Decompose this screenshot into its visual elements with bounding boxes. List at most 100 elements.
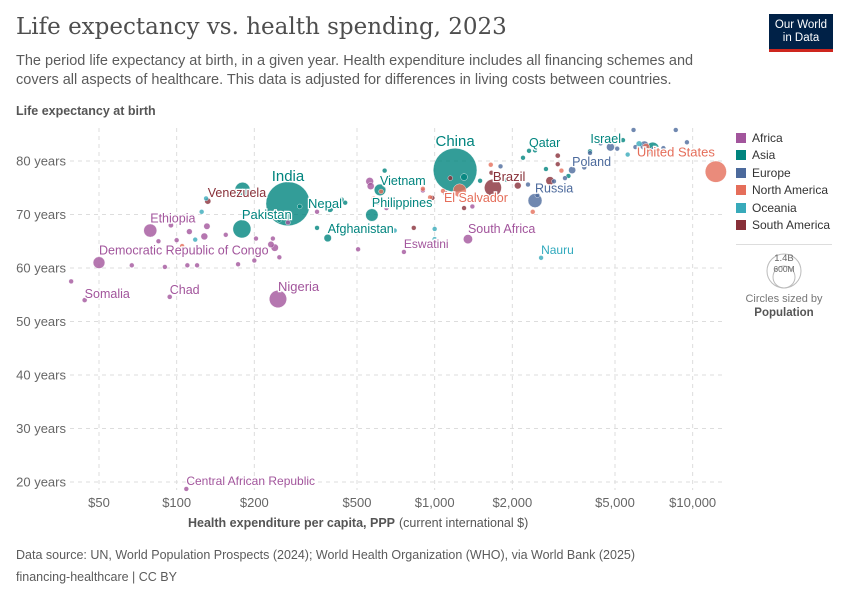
data-point[interactable]: [625, 151, 631, 158]
data-point[interactable]: [673, 127, 679, 133]
data-point[interactable]: [203, 195, 209, 202]
data-point[interactable]: [378, 188, 384, 195]
data-point[interactable]: [297, 203, 303, 210]
data-point[interactable]: [184, 262, 190, 268]
data-point[interactable]: [338, 196, 345, 203]
data-point[interactable]: [314, 225, 320, 231]
data-point[interactable]: [155, 238, 162, 244]
data-point[interactable]: [530, 209, 536, 215]
data-point[interactable]: [392, 179, 398, 186]
data-point[interactable]: [285, 219, 291, 226]
data-point[interactable]: [534, 192, 540, 198]
data-point[interactable]: [460, 173, 468, 181]
data-point[interactable]: [532, 147, 538, 153]
data-point[interactable]: [129, 262, 135, 268]
data-point[interactable]: [525, 181, 531, 188]
data-point[interactable]: [267, 241, 275, 248]
data-point[interactable]: [326, 205, 334, 213]
data-point[interactable]: [183, 486, 189, 492]
data-point[interactable]: [587, 150, 593, 156]
license[interactable]: financing-healthcare | CC BY: [16, 570, 177, 584]
data-point[interactable]: [684, 139, 690, 145]
data-point[interactable]: [488, 162, 494, 168]
data-point[interactable]: [514, 182, 522, 190]
data-point[interactable]: [200, 232, 208, 241]
data-point[interactable]: [234, 182, 251, 198]
legend-item[interactable]: South America: [736, 217, 830, 235]
data-point[interactable]: [614, 146, 620, 152]
data-point[interactable]: [606, 142, 615, 152]
data-point[interactable]: [411, 225, 417, 231]
legend-item[interactable]: Africa: [736, 129, 830, 147]
data-point[interactable]: [167, 294, 173, 300]
data-point[interactable]: [630, 127, 637, 133]
data-point[interactable]: [92, 256, 106, 269]
data-point[interactable]: [383, 199, 389, 205]
data-point[interactable]: [371, 195, 377, 202]
data-point[interactable]: [463, 234, 473, 244]
data-point[interactable]: [420, 186, 426, 192]
data-point[interactable]: [366, 182, 375, 190]
data-point[interactable]: [642, 143, 650, 151]
data-point[interactable]: [365, 208, 379, 222]
owid-logo[interactable]: Our World in Data: [769, 14, 833, 52]
data-point[interactable]: [497, 163, 504, 169]
data-point[interactable]: [276, 254, 282, 260]
data-point[interactable]: [432, 236, 438, 242]
data-point[interactable]: [270, 235, 276, 242]
data-point[interactable]: [649, 146, 660, 157]
data-point[interactable]: [82, 297, 88, 303]
data-point[interactable]: [276, 217, 282, 223]
data-point[interactable]: [253, 235, 259, 242]
data-point[interactable]: [503, 177, 510, 183]
legend-item[interactable]: Oceania: [736, 199, 830, 217]
data-point[interactable]: [342, 200, 348, 206]
data-point[interactable]: [179, 243, 185, 249]
data-point[interactable]: [374, 200, 381, 206]
data-point[interactable]: [581, 164, 587, 171]
data-point[interactable]: [598, 140, 604, 146]
data-point[interactable]: [383, 205, 389, 211]
data-point[interactable]: [635, 140, 643, 148]
data-point[interactable]: [538, 255, 544, 261]
data-point[interactable]: [555, 152, 561, 159]
data-point[interactable]: [323, 234, 332, 243]
data-point[interactable]: [186, 228, 193, 235]
data-point[interactable]: [235, 261, 241, 267]
data-point[interactable]: [447, 175, 453, 181]
data-point[interactable]: [392, 227, 398, 234]
data-point[interactable]: [199, 209, 205, 215]
data-point[interactable]: [461, 205, 467, 211]
data-point[interactable]: [432, 226, 438, 232]
data-point[interactable]: [488, 170, 495, 176]
legend-item[interactable]: Asia: [736, 147, 830, 165]
data-point[interactable]: [660, 145, 666, 151]
data-point[interactable]: [543, 166, 549, 172]
data-point[interactable]: [382, 168, 388, 174]
data-point[interactable]: [620, 137, 626, 143]
data-point[interactable]: [520, 155, 526, 161]
data-point[interactable]: [68, 278, 74, 284]
data-point[interactable]: [427, 194, 433, 200]
legend-item[interactable]: Europe: [736, 164, 830, 182]
data-point[interactable]: [452, 183, 467, 198]
data-point[interactable]: [469, 203, 475, 210]
data-point[interactable]: [558, 168, 565, 174]
data-point[interactable]: [551, 178, 557, 184]
data-point[interactable]: [526, 148, 532, 154]
data-point[interactable]: [555, 161, 561, 167]
data-point[interactable]: [168, 222, 174, 229]
data-point[interactable]: [355, 246, 361, 252]
data-point[interactable]: [223, 232, 229, 238]
data-point[interactable]: [269, 290, 287, 308]
data-point[interactable]: [477, 178, 483, 184]
data-point[interactable]: [484, 178, 502, 197]
data-point[interactable]: [705, 160, 727, 183]
data-point[interactable]: [174, 237, 180, 243]
data-point[interactable]: [232, 219, 252, 239]
data-point[interactable]: [632, 144, 639, 150]
data-point[interactable]: [251, 257, 257, 264]
data-point[interactable]: [143, 223, 158, 238]
data-point[interactable]: [192, 237, 198, 243]
data-point[interactable]: [401, 249, 407, 255]
